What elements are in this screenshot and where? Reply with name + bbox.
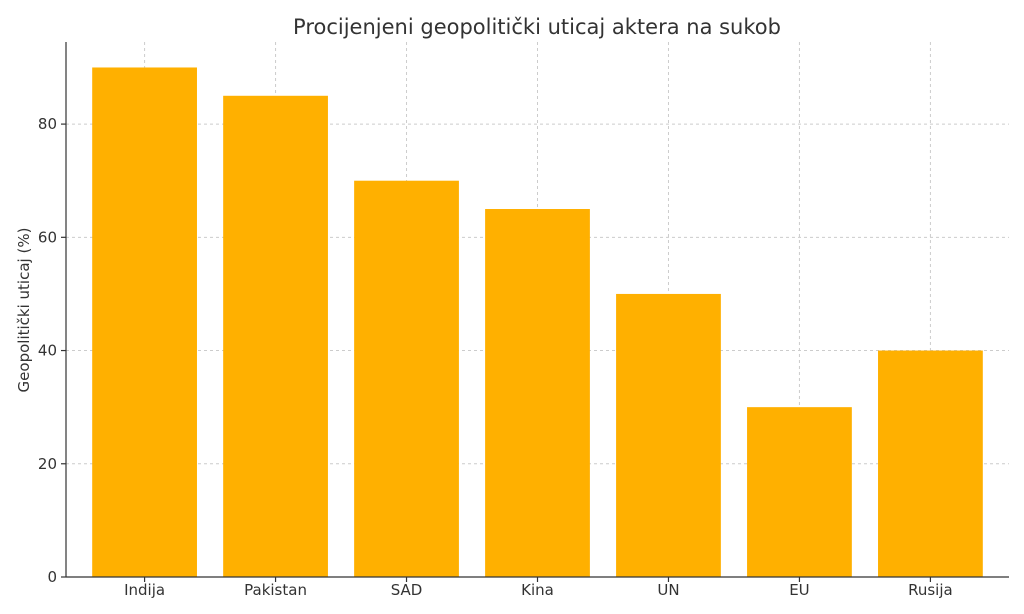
x-ticks: Indija Pakistan SAD Kina UN EU Rusija	[124, 577, 953, 599]
y-tick-label: 80	[38, 115, 57, 133]
x-tick-label: EU	[789, 581, 809, 599]
x-tick-label: SAD	[391, 581, 423, 599]
bar-indija	[92, 67, 197, 577]
x-tick-label: UN	[657, 581, 679, 599]
x-tick-label: Pakistan	[244, 581, 307, 599]
y-tick-label: 60	[38, 228, 57, 246]
bar-un	[616, 293, 721, 577]
y-tick-label: 20	[38, 455, 57, 473]
bars	[92, 67, 983, 577]
bar-sad	[354, 180, 459, 577]
bar-rusija	[878, 350, 983, 577]
y-tick-label: 0	[47, 568, 57, 586]
y-ticks: 0 20 40 60 80	[38, 115, 66, 586]
bar-pakistan	[223, 95, 328, 577]
x-tick-label: Rusija	[908, 581, 953, 599]
bar-kina	[485, 209, 590, 577]
y-tick-label: 40	[38, 342, 57, 360]
chart-title: Procijenjeni geopolitički uticaj aktera …	[293, 15, 781, 39]
y-axis-label: Geopolitički uticaj (%)	[15, 228, 33, 393]
x-tick-label: Kina	[521, 581, 554, 599]
bar-eu	[747, 407, 852, 577]
x-tick-label: Indija	[124, 581, 165, 599]
